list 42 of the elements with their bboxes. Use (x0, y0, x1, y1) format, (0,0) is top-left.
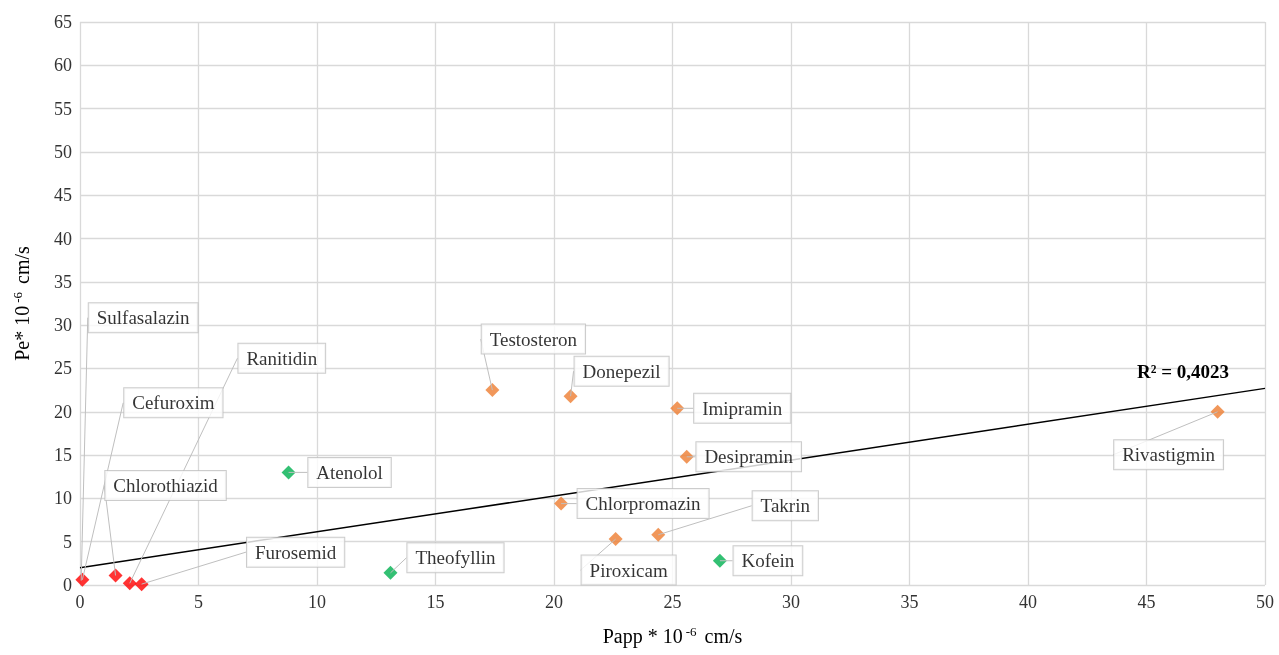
annotation: Testosteron (489, 328, 578, 350)
x-tick-label: 35 (900, 592, 919, 612)
annotation: Ranitidin (246, 347, 318, 369)
x-tick-label: 25 (663, 592, 682, 612)
annotation: Donepezil (582, 360, 661, 382)
annotation: Atenolol (316, 461, 383, 483)
y-tick-label: 10 (54, 488, 72, 509)
y-tick-label: 40 (54, 228, 72, 249)
x-tick-label: 30 (782, 592, 800, 612)
y-tick-label: 25 (54, 358, 72, 379)
x-tick-label: 5 (194, 592, 203, 612)
y-tick-label: 5 (63, 531, 72, 552)
annotation: Cefuroxim (132, 392, 215, 414)
x-tick-label: 20 (545, 592, 563, 612)
x-tick-label: 10 (308, 592, 326, 612)
annotation: Imipramin (702, 397, 783, 419)
y-tick-label: 50 (54, 141, 72, 162)
y-tick-label: 65 (54, 12, 72, 32)
annotation: Takrin (760, 495, 811, 517)
y-axis-title: Pe* 10-6 cm/s (10, 245, 33, 361)
annotation: Rivastigmin (1122, 444, 1216, 466)
annotation: Furosemid (254, 541, 337, 563)
y-tick-label: 0 (63, 575, 72, 595)
x-tick-label: 50 (1256, 592, 1274, 612)
y-tick-label: 55 (54, 98, 72, 119)
annotation: Kofein (741, 550, 795, 572)
annotation: Chlorpromazin (585, 493, 702, 515)
x-tick-label: 40 (1019, 592, 1037, 612)
y-tick-label: 35 (54, 271, 72, 292)
y-tick-label: 30 (54, 315, 72, 336)
annotation: Piroxicam (589, 559, 668, 581)
y-tick-label: 45 (54, 185, 72, 206)
y-tick-label: 20 (54, 401, 72, 422)
annotation: Chlorothiazid (113, 474, 219, 496)
annotation: R² = 0,4023 (1137, 361, 1230, 382)
annotation: Desipramin (704, 446, 794, 468)
x-tick-label: 15 (426, 592, 445, 612)
annotation: Theofyllin (415, 547, 497, 569)
x-tick-label: 45 (1137, 592, 1156, 612)
y-tick-label: 60 (54, 55, 72, 76)
annotation: Sulfasalazin (96, 307, 191, 329)
y-tick-label: 15 (54, 445, 72, 466)
